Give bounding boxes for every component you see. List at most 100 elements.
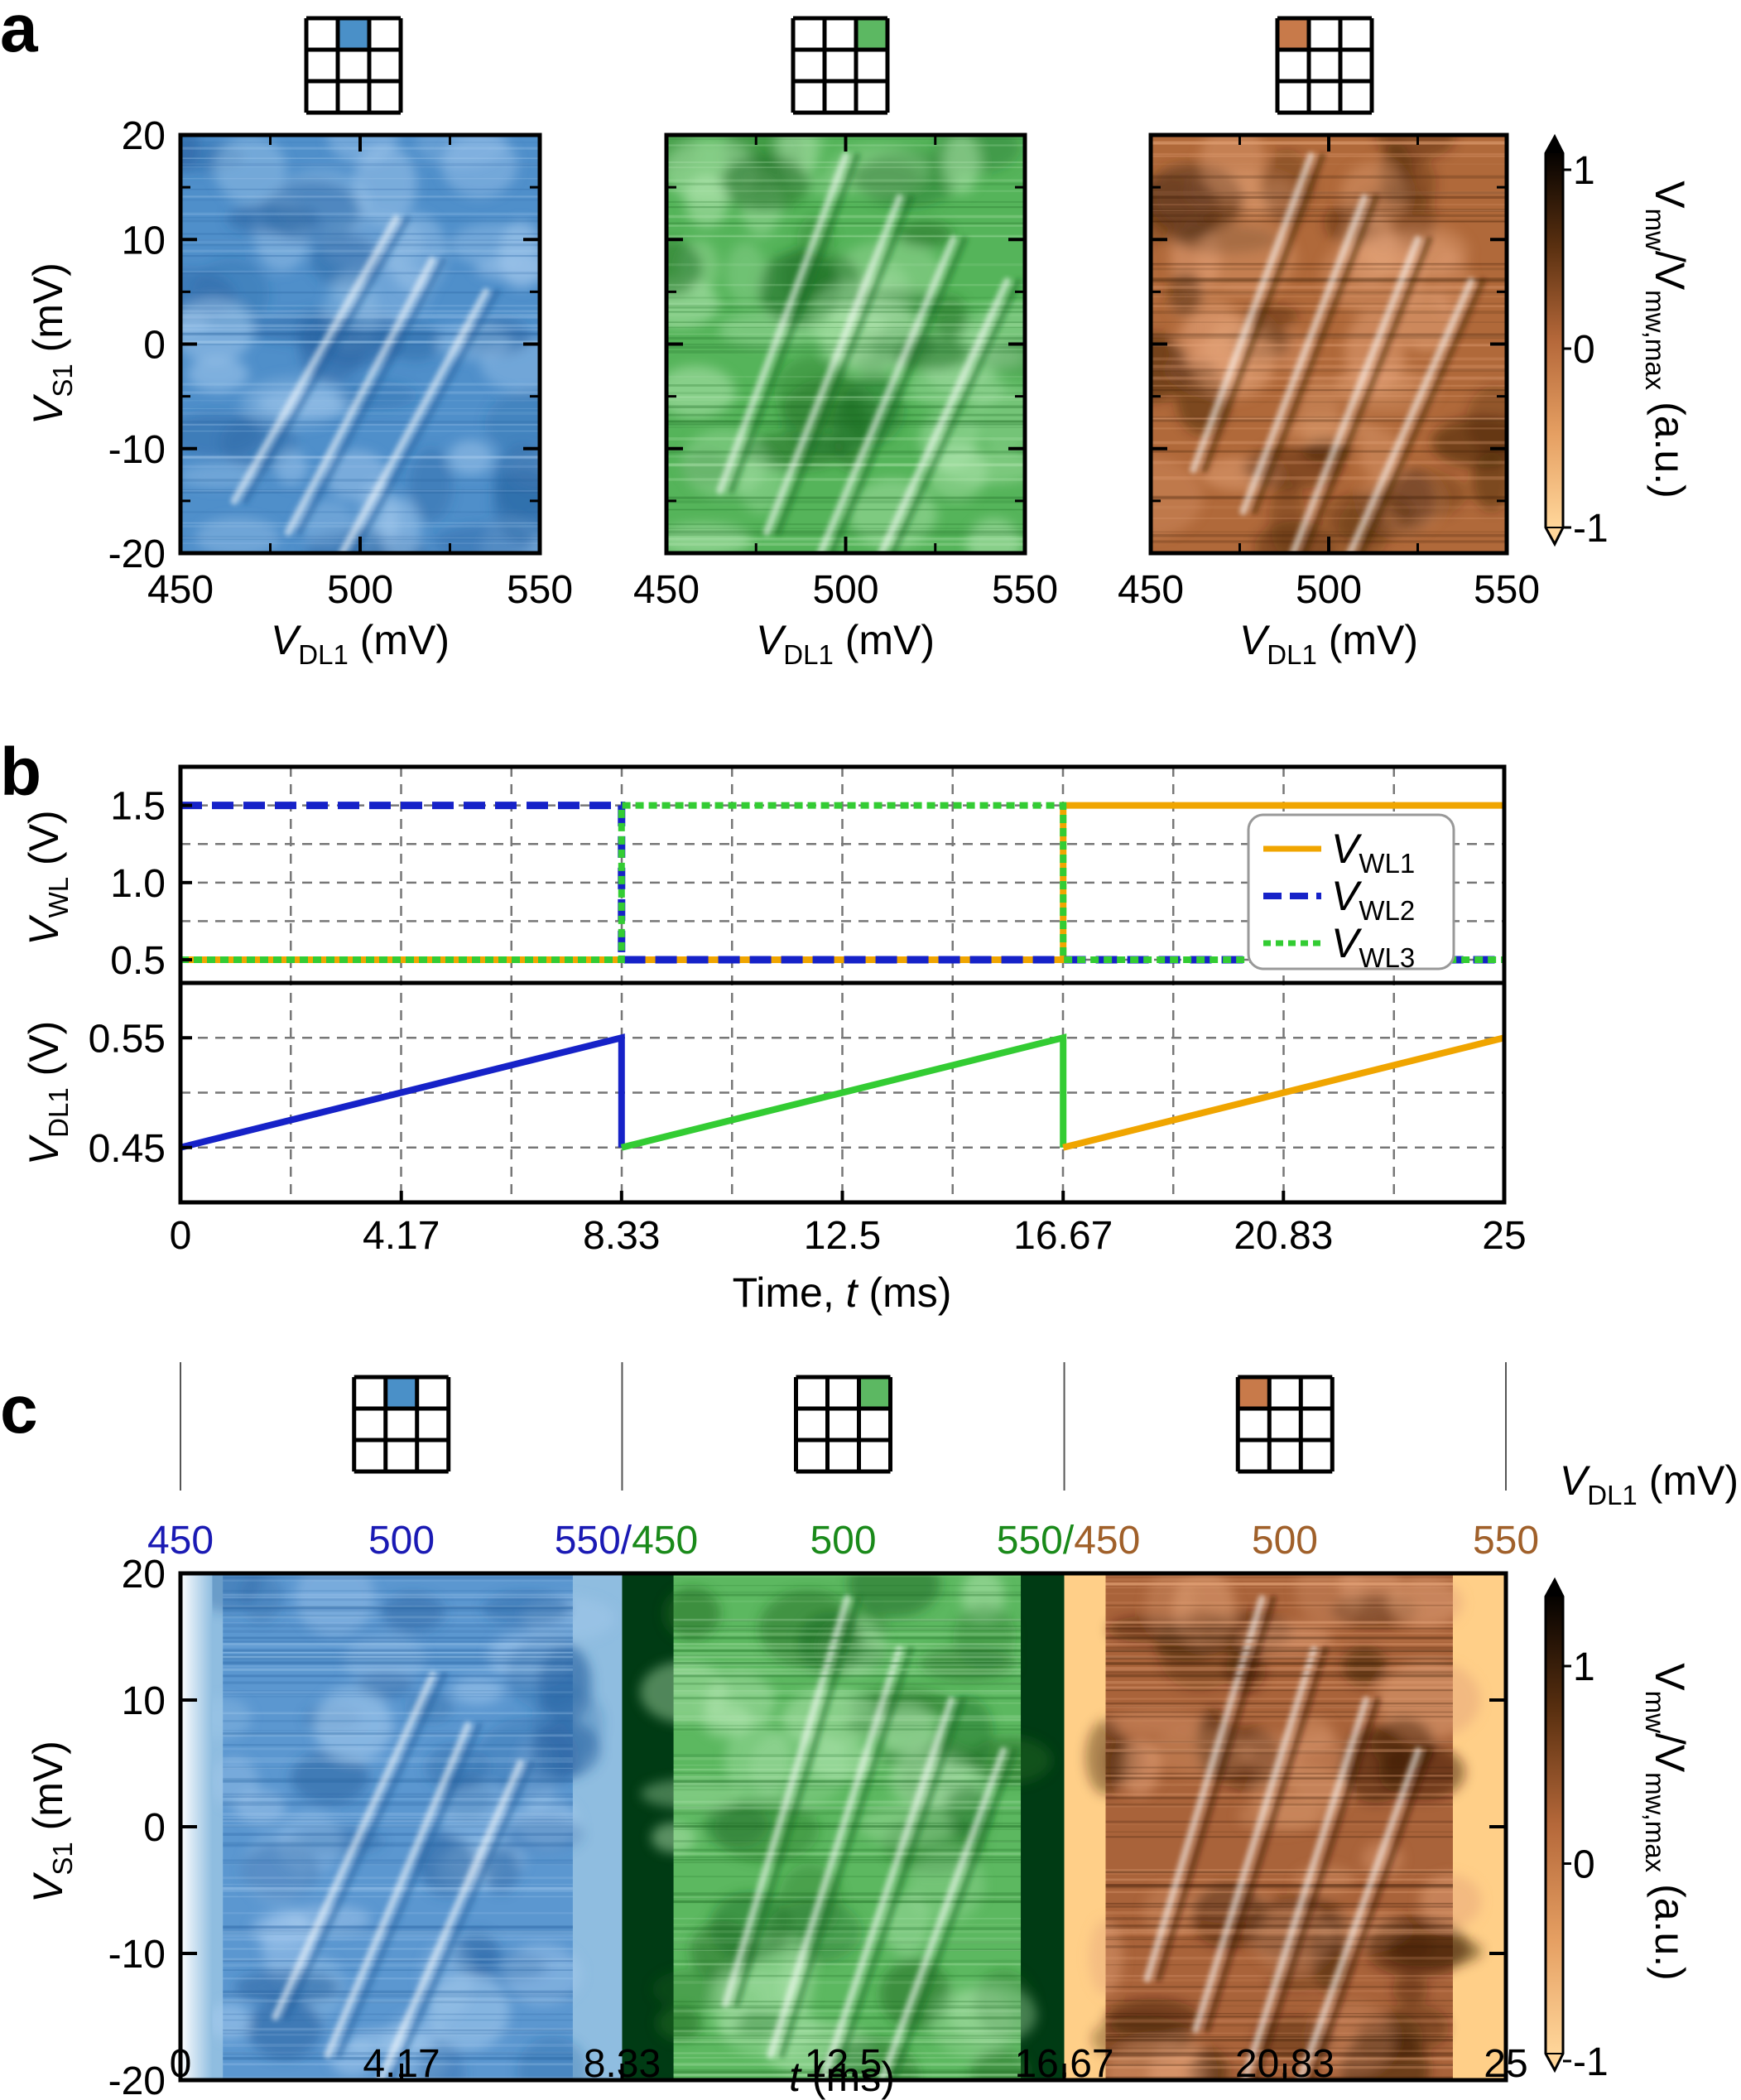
heatmap-streak xyxy=(673,1950,1022,1952)
heatmap-streak xyxy=(180,465,540,469)
heatmap-blob xyxy=(666,523,753,553)
heatmap-streak xyxy=(1105,1869,1453,1872)
legend-label-sub: WL3 xyxy=(1359,942,1415,973)
lattice-a-brown-highlight xyxy=(1277,18,1309,50)
colorbar-a-top-arrow xyxy=(1546,137,1563,153)
transition-line xyxy=(338,287,490,553)
heatmap-streak xyxy=(1105,2049,1453,2053)
heatmap-streak xyxy=(223,1598,573,1601)
heatmap-blob xyxy=(685,173,729,228)
heatmap-streak xyxy=(180,479,540,482)
heatmap-streak xyxy=(1105,1884,1453,1888)
heatmap-streak xyxy=(223,1607,573,1610)
colorbar-c-label: Vmw/Vmw,max (a.u.) xyxy=(1640,1663,1693,1981)
heatmap-blob xyxy=(933,295,968,340)
heatmap-streak xyxy=(1105,1836,1453,1838)
heatmap-streak xyxy=(1105,2057,1453,2060)
heatmap-streak xyxy=(673,1948,1022,1950)
heatmap-streak xyxy=(1151,175,1507,179)
heatmap-streak xyxy=(673,1715,1022,1719)
heatmap-a-green-texture xyxy=(666,135,1025,553)
series-dl1-ramp-3 xyxy=(1062,1034,1505,1151)
top-tick-label: 500 xyxy=(1252,1519,1318,1563)
heatmap-streak xyxy=(673,1671,1022,1674)
heatmap-streak xyxy=(180,188,540,190)
transition-line xyxy=(1239,194,1368,515)
y-tick-label: 0 xyxy=(143,324,166,368)
heatmap-streak xyxy=(1105,1719,1453,1722)
heatmap-streak xyxy=(1151,209,1507,212)
heatmap-streak xyxy=(1105,1871,1453,1874)
colorbar-tick-label: -1 xyxy=(1573,507,1609,551)
heatmap-streak xyxy=(1105,1884,1453,1887)
heatmap-streak xyxy=(1151,305,1507,307)
panel-a-y-axis-label: VS1 (mV) xyxy=(25,262,78,425)
heatmap-streak xyxy=(673,2052,1022,2054)
heatmap-streak xyxy=(223,1959,573,1962)
heatmap-streak xyxy=(180,239,540,243)
heatmap-streak xyxy=(673,1618,1022,1621)
panel-a-ticks: 450 500 550 450 500 550 450 500 550 20 10 0 -10 -20 xyxy=(108,114,1540,612)
lattice-c-3-highlight xyxy=(1238,1377,1270,1409)
heatmap-blob xyxy=(651,1822,697,1853)
heatmap-blob xyxy=(448,440,493,476)
heatmap-blob xyxy=(908,1848,985,1922)
lattice-a-green-highlight xyxy=(856,18,887,50)
transition-line-shadow xyxy=(1155,1595,1277,1982)
heatmap-streak xyxy=(1105,1632,1453,1635)
heatmap-streak xyxy=(1105,2058,1453,2061)
x-tick-label: 20.83 xyxy=(1234,1214,1333,1258)
heatmap-blob xyxy=(720,155,810,210)
heatmap-streak xyxy=(223,1606,573,1610)
heatmap-streak xyxy=(1105,1989,1453,1992)
ripple-band xyxy=(673,1643,1022,1646)
ripple-band xyxy=(673,1636,1022,1640)
heatmap-streak xyxy=(223,1991,573,1995)
heatmap-streak xyxy=(673,1718,1022,1722)
heatmap-blob xyxy=(291,1751,369,1804)
transition-line-shadow xyxy=(388,1760,536,2080)
top-tick-label: 550/450 xyxy=(555,1519,699,1563)
heatmap-streak xyxy=(223,1958,573,1962)
heatmap-streak xyxy=(1105,1711,1453,1713)
heatmap-streak xyxy=(180,455,540,459)
ripple-band xyxy=(673,1655,1022,1659)
heatmap-streak xyxy=(1151,152,1507,155)
heatmap-streak xyxy=(180,195,540,197)
heatmap-streak xyxy=(223,1812,573,1816)
heatmap-streak xyxy=(180,254,540,258)
heatmap-blob xyxy=(180,412,264,458)
transition-line-shadow xyxy=(283,1671,448,2021)
heatmap-streak xyxy=(223,2019,573,2021)
heatmap-streak xyxy=(1105,1945,1453,1948)
heatmap-streak xyxy=(1151,154,1507,157)
heatmap-streak xyxy=(1151,376,1507,379)
heatmap-streak xyxy=(1105,1582,1453,1586)
heatmap-streak xyxy=(673,1618,1022,1621)
transition-line xyxy=(1296,1746,1422,2080)
heatmap-streak xyxy=(673,2071,1022,2075)
heatmap-streak xyxy=(223,2056,573,2060)
heatmap-streak xyxy=(1151,401,1507,403)
heatmap-streak xyxy=(673,2074,1022,2077)
heatmap-streak xyxy=(180,217,540,219)
heatmap-streak xyxy=(1151,163,1507,165)
heatmap-streak xyxy=(223,1732,573,1736)
heatmap-blob xyxy=(517,2036,589,2080)
heatmap-streak xyxy=(223,1615,573,1619)
heatmap-blob xyxy=(1296,1573,1364,1628)
heatmap-streak xyxy=(1151,302,1507,305)
heatmap-streak xyxy=(1105,1582,1453,1586)
transition-line-shadow xyxy=(1358,277,1486,553)
x-tick-label: 8.33 xyxy=(583,1214,660,1258)
x-tick-label: 500 xyxy=(812,568,878,612)
heatmap-streak xyxy=(223,1690,573,1692)
heatmap-streak xyxy=(1105,1621,1453,1624)
heatmap-a-green xyxy=(666,135,1025,553)
heatmap-blob xyxy=(180,297,254,364)
heatmap-blob xyxy=(239,1573,283,1623)
heatmap-streak xyxy=(1105,2032,1453,2034)
heatmap-streak xyxy=(180,271,540,275)
heatmap-blob xyxy=(493,466,540,542)
